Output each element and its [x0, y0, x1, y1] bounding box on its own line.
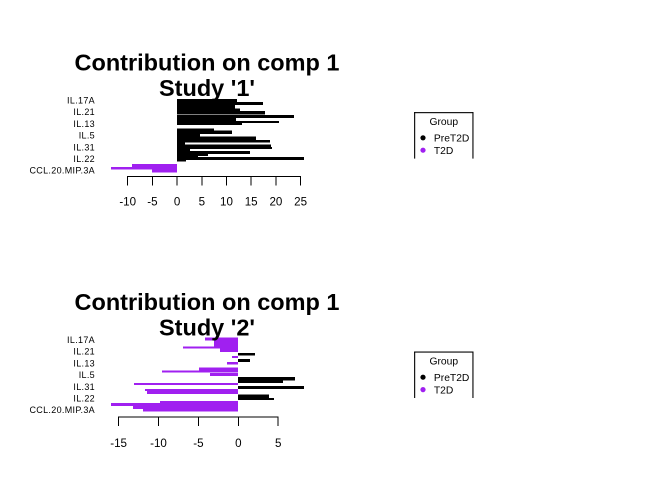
svg-text:PreT2D: PreT2D	[434, 134, 469, 145]
svg-text:IL.13: IL.13	[73, 119, 95, 129]
svg-text:0: 0	[235, 437, 241, 450]
svg-text:-10: -10	[150, 437, 167, 450]
svg-text:IL.5: IL.5	[79, 370, 95, 380]
svg-text:-10: -10	[119, 196, 136, 209]
svg-text:Group: Group	[429, 357, 458, 368]
svg-text:-5: -5	[193, 437, 203, 450]
svg-text:IL.21: IL.21	[73, 107, 95, 117]
svg-text:CCL.20.MIP.3A: CCL.20.MIP.3A	[29, 405, 95, 415]
svg-text:Study '1': Study '1'	[159, 75, 255, 101]
svg-text:IL.22: IL.22	[73, 394, 95, 404]
svg-text:IL.17A: IL.17A	[67, 335, 95, 345]
svg-text:IL.21: IL.21	[73, 347, 95, 357]
svg-text:T2D: T2D	[434, 146, 453, 157]
svg-text:IL.22: IL.22	[73, 154, 95, 164]
svg-text:5: 5	[275, 437, 281, 450]
svg-text:25: 25	[294, 196, 307, 209]
svg-text:Contribution on comp 1: Contribution on comp 1	[75, 49, 340, 75]
svg-text:Contribution on comp 1: Contribution on comp 1	[75, 289, 340, 315]
svg-text:IL.13: IL.13	[73, 358, 95, 368]
svg-text:IL.17A: IL.17A	[67, 96, 95, 106]
svg-text:IL.31: IL.31	[73, 382, 95, 392]
svg-text:Study '2': Study '2'	[159, 315, 255, 341]
svg-text:20: 20	[269, 196, 282, 209]
svg-text:-15: -15	[110, 437, 127, 450]
svg-text:IL.31: IL.31	[73, 142, 95, 152]
svg-text:10: 10	[220, 196, 233, 209]
svg-text:-5: -5	[147, 196, 157, 209]
svg-text:0: 0	[174, 196, 180, 209]
svg-text:15: 15	[245, 196, 258, 209]
svg-text:5: 5	[199, 196, 205, 209]
svg-text:Group: Group	[429, 117, 458, 128]
svg-text:CCL.20.MIP.3A: CCL.20.MIP.3A	[29, 166, 95, 176]
svg-text:T2D: T2D	[434, 385, 453, 396]
svg-text:IL.5: IL.5	[79, 131, 95, 141]
svg-text:PreT2D: PreT2D	[434, 373, 469, 384]
